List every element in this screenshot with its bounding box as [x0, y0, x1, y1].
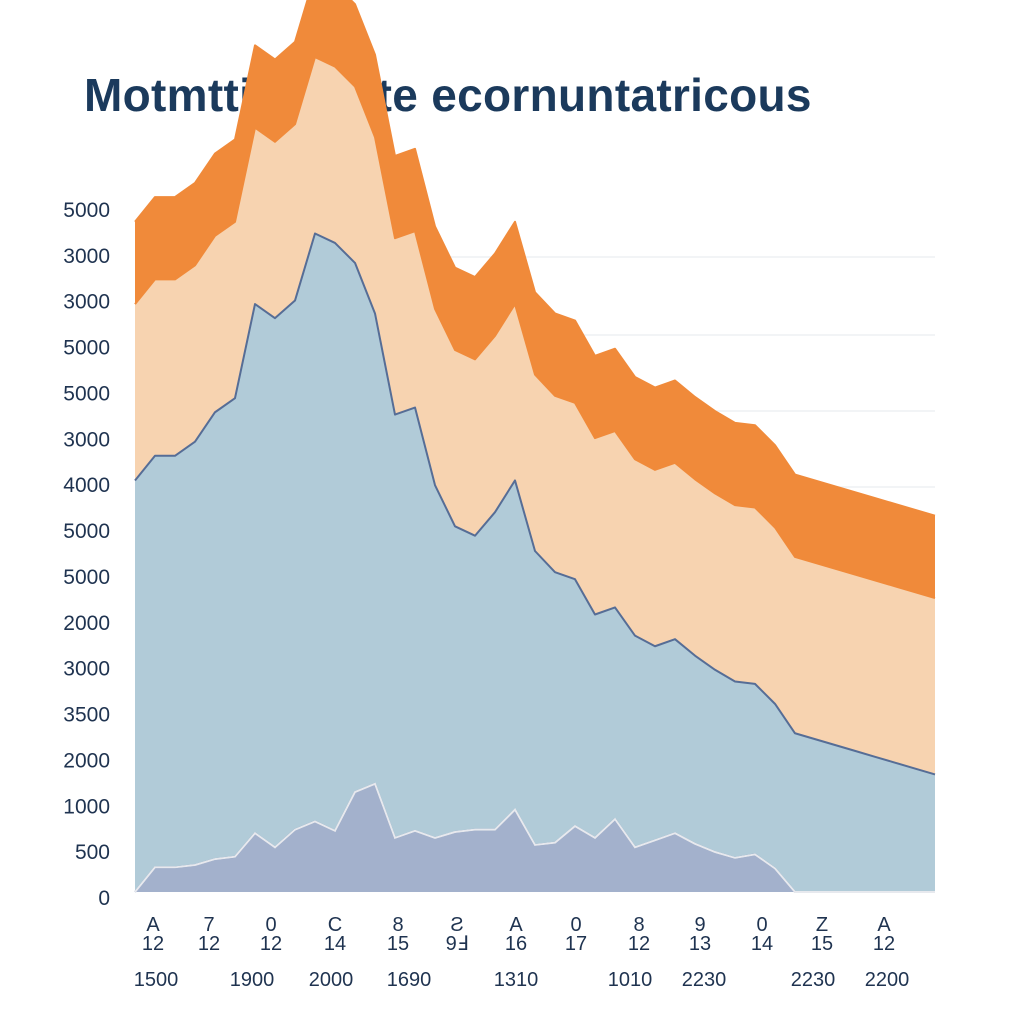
y-tick-label: 4000 — [63, 474, 110, 497]
x-tick-label-bottom: 1500 — [134, 969, 179, 991]
x-tick-label-bottom: 1310 — [494, 969, 539, 991]
x-tick-label-mid: 12 — [628, 933, 650, 955]
series-line-3 — [134, 0, 936, 517]
x-tick-label-bottom: 2000 — [309, 969, 354, 991]
x-tick-label-mid: 14 — [324, 933, 346, 955]
y-tick-label: 500 — [75, 841, 110, 864]
x-tick-label-top: Ƨ — [450, 914, 463, 936]
x-axis-tick-labels: A 7 0 C 8 Ƨ A 0 8 9 0 Z A12 12 12 14 15 9Ⅎ 16 17 12 13 14 15 121… — [134, 914, 910, 991]
series-line-0-highlight — [134, 782, 935, 893]
x-tick-label-top: 0 — [756, 914, 767, 936]
y-tick-label: 3000 — [63, 291, 110, 314]
x-tick-label-top: A — [146, 914, 160, 936]
area-series-1 — [135, 233, 935, 893]
x-tick-label-top: C — [328, 914, 342, 936]
x-tick-label-mid: 14 — [751, 933, 773, 955]
chart-title: Motmttill Daate ecornuntatricous — [84, 69, 812, 121]
y-tick-label: 5000 — [63, 520, 110, 543]
y-axis-tick-labels: 0 500 1000 2000 3500 3000 2000 5000 5000 4000 3000… — [63, 199, 110, 910]
x-tick-label-top: A — [877, 914, 891, 936]
series-line-1 — [134, 232, 936, 776]
x-tick-label-mid: 12 — [142, 933, 164, 955]
y-tick-label: 3000 — [63, 428, 110, 451]
x-tick-label-mid: 13 — [689, 933, 711, 955]
area-series-0 — [135, 783, 935, 892]
x-tick-label-top: A — [509, 914, 523, 936]
y-tick-label: 5000 — [63, 566, 110, 589]
y-tick-label: 1000 — [63, 795, 110, 818]
series-line-2 — [134, 56, 936, 599]
area-series — [134, 0, 936, 893]
x-tick-label-bottom: 1010 — [608, 969, 653, 991]
x-tick-label-mid: 15 — [387, 933, 409, 955]
area-series-3 — [135, 0, 935, 599]
x-tick-label-mid: 12 — [198, 933, 220, 955]
y-tick-label: 0 — [98, 887, 110, 910]
x-tick-label-top: 9 — [694, 914, 705, 936]
y-tick-label: 2000 — [63, 749, 110, 772]
x-tick-label-bottom: 2200 — [865, 969, 910, 991]
x-tick-label-mid: 16 — [505, 933, 527, 955]
x-tick-label-bottom: 1690 — [387, 969, 432, 991]
x-tick-label-bottom: 2230 — [682, 969, 727, 991]
x-tick-label-top: 8 — [392, 914, 403, 936]
y-tick-label: 5000 — [63, 382, 110, 405]
y-tick-label: 5000 — [63, 337, 110, 360]
x-tick-label-bottom: 1900 — [230, 969, 275, 991]
y-tick-label: 3000 — [63, 658, 110, 681]
x-tick-label-mid: 17 — [565, 933, 587, 955]
y-tick-label: 5000 — [63, 199, 110, 222]
y-tick-label: 3000 — [63, 245, 110, 268]
x-tick-label-top: 7 — [203, 914, 214, 936]
y-tick-label: 2000 — [63, 612, 110, 635]
x-tick-label-top: Z — [816, 914, 828, 936]
x-tick-label-mid: 15 — [811, 933, 833, 955]
x-tick-label-mid: 12 — [260, 933, 282, 955]
x-tick-label-top: 8 — [633, 914, 644, 936]
y-tick-label: 3500 — [63, 704, 110, 727]
area-series-2 — [135, 57, 935, 775]
x-tick-label-bottom: 2230 — [791, 969, 836, 991]
x-tick-label-top: 0 — [265, 914, 276, 936]
x-tick-label-mid: 9Ⅎ — [446, 933, 469, 955]
x-tick-label-top: 0 — [570, 914, 581, 936]
x-tick-label-mid: 12 — [873, 933, 895, 955]
